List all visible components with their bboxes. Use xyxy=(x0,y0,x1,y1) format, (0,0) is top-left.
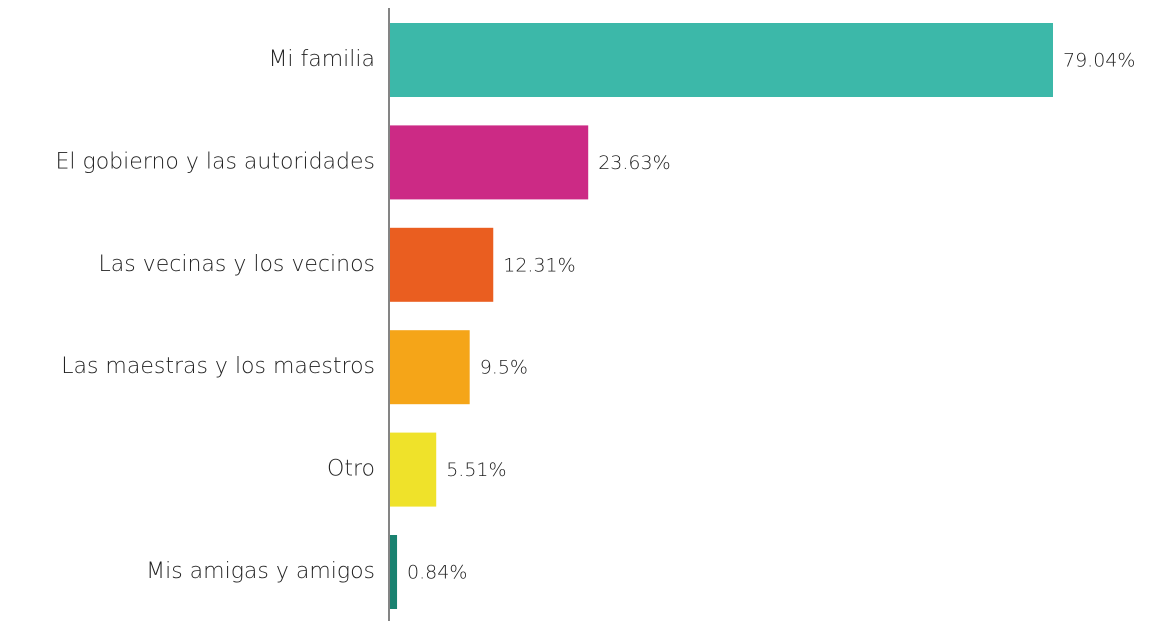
category-label: Mi familia xyxy=(268,47,375,72)
bar xyxy=(390,227,494,302)
category-label: Otro xyxy=(327,457,375,482)
value-label: 23.63% xyxy=(598,152,670,174)
bar xyxy=(390,23,1053,97)
value-label: 9.5% xyxy=(480,357,528,379)
value-label: 79.04% xyxy=(1063,50,1135,72)
category-label: Las maestras y los maestros xyxy=(61,354,375,379)
category-label: Las vecinas y los vecinos xyxy=(98,252,375,277)
value-label: 0.84% xyxy=(407,562,467,584)
bar xyxy=(390,535,398,609)
value-label: 12.31% xyxy=(503,254,575,276)
bar xyxy=(390,432,437,507)
category-label: Mis amigas y amigos xyxy=(146,559,375,584)
bar xyxy=(390,125,589,200)
value-label: 5.51% xyxy=(446,459,506,481)
category-label: El gobierno y las autoridades xyxy=(56,149,375,174)
bar xyxy=(390,330,470,405)
